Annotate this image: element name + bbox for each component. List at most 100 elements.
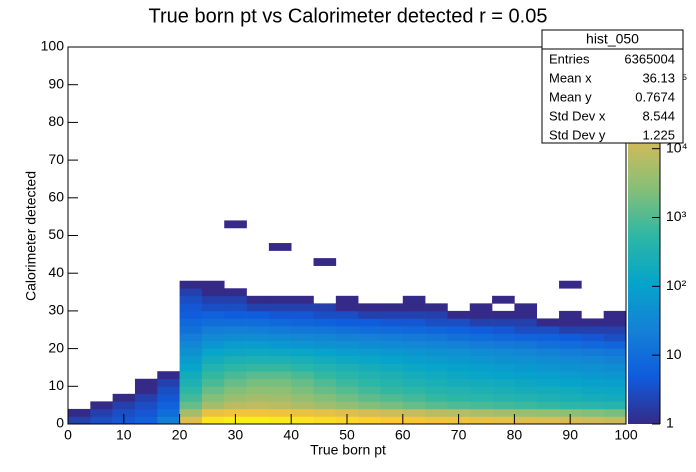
heatmap-cell	[335, 303, 359, 312]
heatmap-cell	[313, 356, 337, 364]
color-bar-tick-label: 10³	[666, 208, 687, 224]
heatmap-cell	[313, 318, 337, 327]
heatmap-cell	[425, 363, 448, 372]
y-tick-label: 60	[48, 189, 64, 205]
heatmap-cell	[179, 280, 203, 289]
heatmap-cell	[492, 325, 515, 334]
heatmap-cell	[447, 333, 471, 342]
heatmap-cell	[335, 363, 359, 372]
heatmap-cell	[447, 393, 471, 402]
heatmap-cell	[447, 378, 471, 387]
heatmap-cell	[536, 356, 560, 364]
heatmap-cell	[380, 371, 404, 380]
heatmap-cell	[514, 310, 538, 319]
heatmap-cell	[179, 295, 203, 304]
stats-value: 1.225	[642, 127, 675, 142]
heatmap-cell	[335, 408, 359, 417]
heatmap-cell	[581, 393, 604, 402]
stats-box	[541, 29, 684, 144]
y-tick-label: 50	[48, 226, 64, 242]
heatmap-cell	[157, 408, 180, 417]
heatmap-cell	[536, 348, 560, 357]
heatmap-cell	[335, 378, 359, 387]
heatmap-cell	[268, 401, 292, 410]
heatmap-cell	[224, 408, 247, 417]
heatmap-cell	[581, 356, 604, 364]
heatmap-cell	[603, 356, 627, 364]
y-tick-label: 40	[48, 264, 64, 280]
heatmap-cell	[358, 408, 381, 417]
heatmap-cell	[313, 401, 337, 410]
heatmap-cell	[559, 310, 582, 319]
heatmap-cell	[268, 318, 292, 327]
heatmap-cell	[603, 408, 627, 417]
heatmap-cell	[402, 408, 426, 417]
heatmap-cell	[380, 348, 404, 357]
heatmap-cell	[335, 295, 359, 304]
heatmap-cell	[469, 363, 493, 372]
heatmap-cell	[447, 371, 471, 380]
heatmap-cell	[514, 378, 538, 387]
heatmap-cell	[358, 386, 381, 395]
heatmap-cell	[291, 333, 314, 342]
heatmap-cell	[469, 386, 493, 395]
heatmap-cell	[514, 401, 538, 410]
heatmap-cell	[559, 341, 582, 349]
heatmap-cell	[559, 356, 582, 364]
heatmap-cell	[447, 386, 471, 395]
heatmap-cell	[201, 416, 225, 425]
heatmap-cell	[559, 333, 582, 342]
heatmap-cell	[581, 341, 604, 349]
y-tick-label: 10	[48, 377, 64, 393]
heatmap-cell	[313, 348, 337, 357]
heatmap-cell	[157, 386, 180, 395]
heatmap-cell	[291, 310, 314, 319]
heatmap-cell	[469, 303, 493, 312]
heatmap-cell	[514, 393, 538, 402]
heatmap-cell	[603, 401, 627, 410]
heatmap-cell	[380, 363, 404, 372]
heatmap-cell	[268, 310, 292, 319]
heatmap-cell	[380, 303, 404, 312]
heatmap-cell	[224, 378, 247, 387]
heatmap-cell	[358, 378, 381, 387]
heatmap-cell	[201, 295, 225, 304]
heatmap-cell	[380, 386, 404, 395]
heatmap-cell	[358, 371, 381, 380]
heatmap-cell	[90, 408, 113, 417]
heatmap-cell	[536, 386, 560, 395]
heatmap-cell	[157, 416, 180, 425]
heatmap-cell	[90, 416, 113, 425]
heatmap-cell	[268, 356, 292, 364]
heatmap-cell	[224, 371, 247, 380]
heatmap-cell	[179, 371, 203, 380]
heatmap-cell	[313, 333, 337, 342]
heatmap-cell	[201, 288, 225, 297]
x-axis-label: True born pt	[310, 442, 386, 458]
heatmap-cell	[291, 386, 314, 395]
heatmap-cell	[291, 295, 314, 304]
heatmap-cell	[581, 408, 604, 417]
heatmap-cell	[492, 416, 515, 425]
heatmap-cell	[224, 295, 247, 304]
heatmap-cell	[335, 386, 359, 395]
heatmap-cell	[536, 363, 560, 372]
heatmap-cell	[603, 348, 627, 357]
heatmap-cell	[581, 325, 604, 334]
heatmap-cell	[559, 378, 582, 387]
heatmap-cell	[224, 363, 247, 372]
heatmap-cell	[380, 318, 404, 327]
heatmap-cell	[246, 356, 270, 364]
heatmap-cell	[224, 356, 247, 364]
heatmap-cell	[402, 363, 426, 372]
heatmap-cell	[402, 295, 426, 304]
heatmap-cell	[447, 318, 471, 327]
heatmap-cell	[469, 416, 493, 425]
heatmap-cell	[536, 333, 560, 342]
heatmap-cell	[335, 393, 359, 402]
heatmap-cell	[469, 401, 493, 410]
heatmap-cell	[201, 371, 225, 380]
stats-title: hist_050	[586, 31, 639, 47]
heatmap-cell	[492, 363, 515, 372]
heatmap-cell	[469, 333, 493, 342]
